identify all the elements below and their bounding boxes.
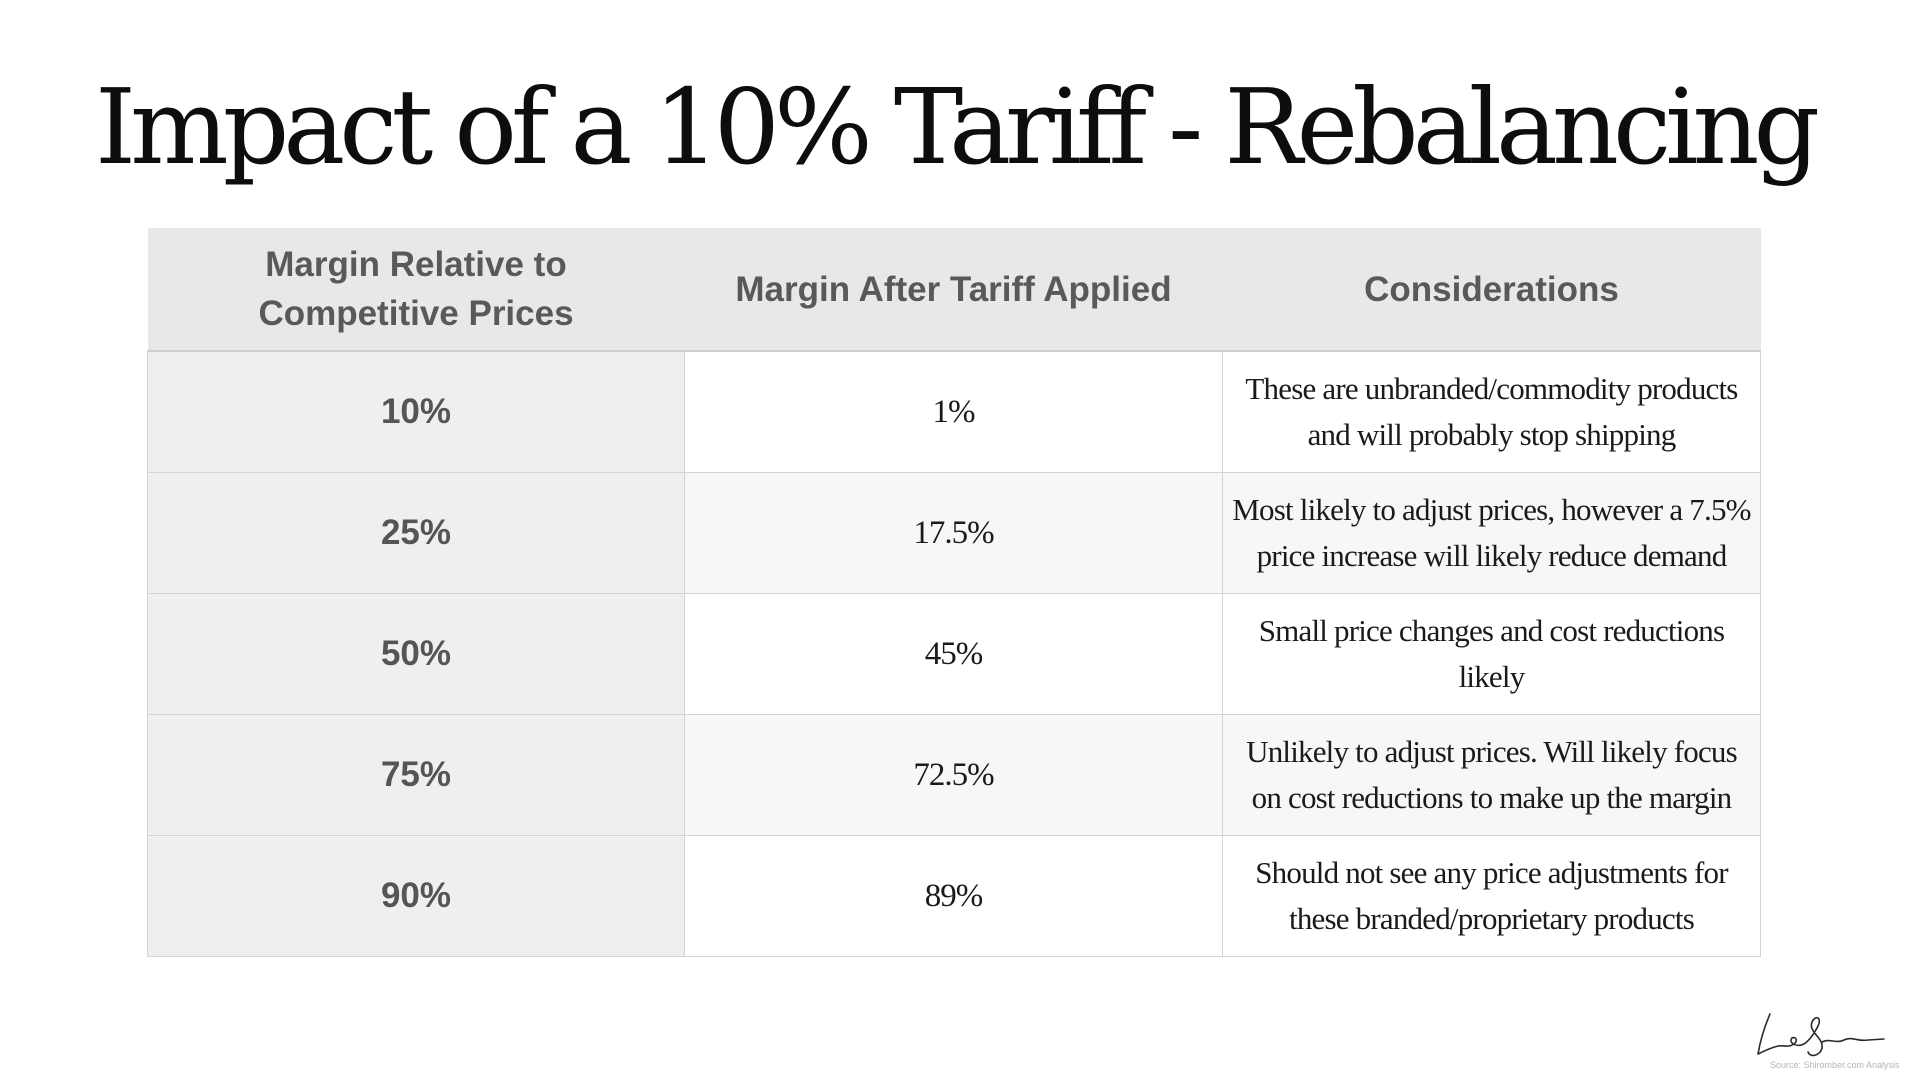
considerations-cell: Should not see any price adjustments for… bbox=[1222, 835, 1761, 957]
header-considerations: Considerations bbox=[1222, 228, 1761, 352]
table-header-row: Margin Relative to Competitive Prices Ma… bbox=[147, 228, 1761, 352]
tariff-impact-table: Margin Relative to Competitive Prices Ma… bbox=[147, 228, 1761, 957]
table-row: 50% 45% Small price changes and cost red… bbox=[147, 593, 1761, 715]
margin-cell: 75% bbox=[147, 714, 685, 836]
slide-title: Impact of a 10% Tariff - Rebalancing bbox=[95, 66, 1820, 188]
header-margin-after-tariff: Margin After Tariff Applied bbox=[684, 228, 1223, 352]
considerations-text: Most likely to adjust prices, however a … bbox=[1232, 492, 1751, 573]
source-note: Source: Shiromber.com Analysis bbox=[1770, 1060, 1900, 1070]
margin-cell: 10% bbox=[147, 350, 685, 473]
after-tariff-cell: 1% bbox=[684, 350, 1223, 473]
after-tariff-cell: 72.5% bbox=[684, 714, 1223, 836]
considerations-text: Small price changes and cost reductions … bbox=[1258, 613, 1725, 694]
considerations-cell: Unlikely to adjust prices. Will likely f… bbox=[1222, 714, 1761, 836]
margin-cell: 25% bbox=[147, 472, 685, 594]
margin-cell: 50% bbox=[147, 593, 685, 715]
signature-mark bbox=[1757, 1013, 1885, 1057]
table-row: 90% 89% Should not see any price adjustm… bbox=[147, 835, 1761, 957]
header-margin-relative: Margin Relative to Competitive Prices bbox=[147, 228, 685, 352]
considerations-cell: Small price changes and cost reductions … bbox=[1222, 593, 1761, 715]
considerations-text: Unlikely to adjust prices. Will likely f… bbox=[1246, 734, 1738, 815]
considerations-cell: These are unbranded/commodity products a… bbox=[1222, 350, 1761, 473]
considerations-text: These are unbranded/commodity products a… bbox=[1245, 371, 1738, 452]
after-tariff-cell: 17.5% bbox=[684, 472, 1223, 594]
considerations-text: Should not see any price adjustments for… bbox=[1255, 855, 1728, 936]
after-tariff-cell: 45% bbox=[684, 593, 1223, 715]
after-tariff-cell: 89% bbox=[684, 835, 1223, 957]
considerations-cell: Most likely to adjust prices, however a … bbox=[1222, 472, 1761, 594]
table-row: 10% 1% These are unbranded/commodity pro… bbox=[147, 350, 1761, 473]
margin-cell: 90% bbox=[147, 835, 685, 957]
table-row: 25% 17.5% Most likely to adjust prices, … bbox=[147, 472, 1761, 594]
table-row: 75% 72.5% Unlikely to adjust prices. Wil… bbox=[147, 714, 1761, 836]
